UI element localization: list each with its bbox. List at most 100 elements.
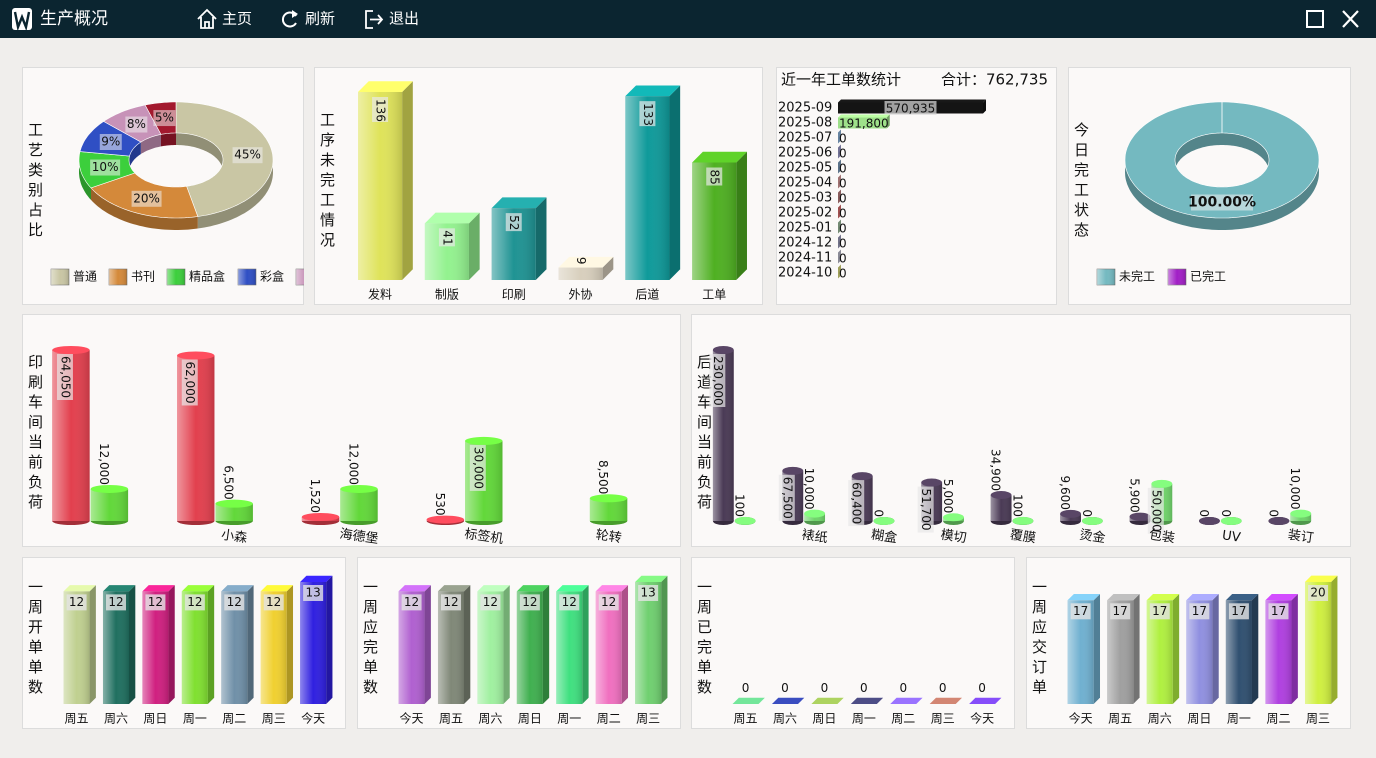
chart-title: 后道车间当前负荷 <box>695 354 713 514</box>
value-label: 0 <box>839 207 847 221</box>
bar-side <box>1093 593 1101 704</box>
value-label: 12 <box>443 595 458 609</box>
value-label-bg <box>1268 603 1289 620</box>
bar-side <box>1212 593 1219 704</box>
bar-side <box>838 144 841 159</box>
cylinder-shine <box>589 498 628 521</box>
value-label: 67,500 <box>780 477 794 519</box>
x-tick-label: 周日 <box>812 712 836 726</box>
bar-side <box>168 585 175 704</box>
value-label: 9 <box>574 257 588 265</box>
x-tick-label: 外协 <box>569 287 593 302</box>
y-tick-label: 2024-10 <box>778 266 832 281</box>
value-label: 17 <box>1073 604 1088 618</box>
value-label-bg <box>778 474 795 521</box>
maximize-button[interactable] <box>1306 10 1324 28</box>
cylinder-shine <box>215 503 253 521</box>
refresh-button[interactable]: 刷新 <box>282 10 335 28</box>
chart-title: 一周已完单数 <box>695 579 713 699</box>
value-label: 12 <box>148 595 163 609</box>
bar-side <box>838 249 841 264</box>
value-label: 100.00% <box>1188 195 1256 211</box>
bar-side <box>582 585 589 704</box>
y-tick-label: 2025-09 <box>778 101 832 116</box>
value-label: 52 <box>507 215 521 230</box>
value-label-bg <box>559 594 580 611</box>
value-label-bg <box>263 594 284 611</box>
value-label-bg <box>125 116 148 133</box>
x-tick-label: 模切 <box>940 528 968 546</box>
value-label: 0 <box>839 132 847 146</box>
value-label: 17 <box>1192 604 1207 618</box>
value-label: 1,520 <box>308 479 322 513</box>
y-tick-label: 2024-12 <box>778 236 832 251</box>
bar-top <box>437 585 471 592</box>
panel: 近一年工单数统计 合计：762,735 2025-09 570,935 2025-08 1… <box>776 67 1057 305</box>
y-tick-label: 2024-11 <box>778 251 832 266</box>
value-label: 100 <box>733 494 747 517</box>
value-label-bg <box>639 101 656 127</box>
value-label-bg <box>303 585 324 601</box>
bar-shine <box>358 92 403 280</box>
bar-shine <box>1304 582 1332 704</box>
value-label-bg <box>480 594 501 611</box>
value-label: 136 <box>374 99 388 122</box>
value-label-bg <box>917 486 934 533</box>
value-label: 10,000 <box>802 468 816 510</box>
cylinder-top <box>943 513 964 522</box>
bar-side <box>621 585 629 704</box>
exit-button[interactable]: 退出 <box>365 10 419 29</box>
value-label-bg <box>105 594 126 611</box>
legend-label: 书刊 <box>131 270 155 284</box>
value-label: 0 <box>781 681 789 695</box>
x-tick-label: 周三 <box>1306 712 1330 726</box>
x-tick-label: 周三 <box>262 712 286 726</box>
x-tick-label: 今天 <box>400 711 424 726</box>
x-tick-label: 周六 <box>1148 712 1172 726</box>
value-label: 0 <box>821 681 829 695</box>
x-tick-label: 工单 <box>702 288 726 302</box>
legend-swatch-shine <box>1168 269 1186 285</box>
nav-label[interactable]: 刷新 <box>305 10 335 28</box>
legend-swatch-shine <box>238 269 256 285</box>
value-label: 12 <box>562 595 577 609</box>
value-label-bg <box>706 167 723 186</box>
bar-side <box>669 85 681 280</box>
bar-top <box>890 697 923 704</box>
value-label-bg <box>56 354 73 400</box>
value-label: 191,800 <box>839 117 889 131</box>
value-label-bg <box>224 594 245 611</box>
value-label-bg <box>153 110 176 127</box>
nav-label[interactable]: 主页 <box>222 10 252 28</box>
value-label: 17 <box>1152 604 1167 618</box>
bar-top <box>260 585 294 592</box>
cylinder-top <box>1129 512 1151 521</box>
bar-top <box>424 212 480 224</box>
panel: 一周应交订单 17 今天 17 周五 17 周六 17 周日 17 周一 17 周二 20 周三 <box>1026 557 1351 729</box>
x-tick-label: 印刷 <box>502 288 526 302</box>
bar-top <box>181 585 215 592</box>
x-tick-label: 包装 <box>1148 528 1176 546</box>
chart-title: 一周应完单数 <box>361 579 379 699</box>
close-button[interactable] <box>1342 10 1359 28</box>
value-label: 9% <box>101 135 120 149</box>
value-label-bg <box>1147 487 1164 534</box>
bar-side <box>661 575 668 704</box>
bar-side <box>1133 593 1140 704</box>
x-tick-label: 周日 <box>518 712 542 726</box>
value-label: 60,400 <box>850 482 864 524</box>
x-tick-label: 糊盒 <box>870 527 898 546</box>
cylinder-top <box>712 346 734 354</box>
cylinder-top <box>1081 517 1103 525</box>
value-label: 12 <box>108 595 123 609</box>
bar-shine <box>625 96 670 280</box>
cylinder-top <box>1151 479 1173 488</box>
nav-label[interactable]: 退出 <box>389 10 419 28</box>
home-button[interactable]: 主页 <box>197 8 252 29</box>
value-label-bg <box>469 444 486 491</box>
value-label: 230,000 <box>711 356 725 406</box>
bar-top <box>1186 593 1219 601</box>
bar-side <box>838 189 841 204</box>
